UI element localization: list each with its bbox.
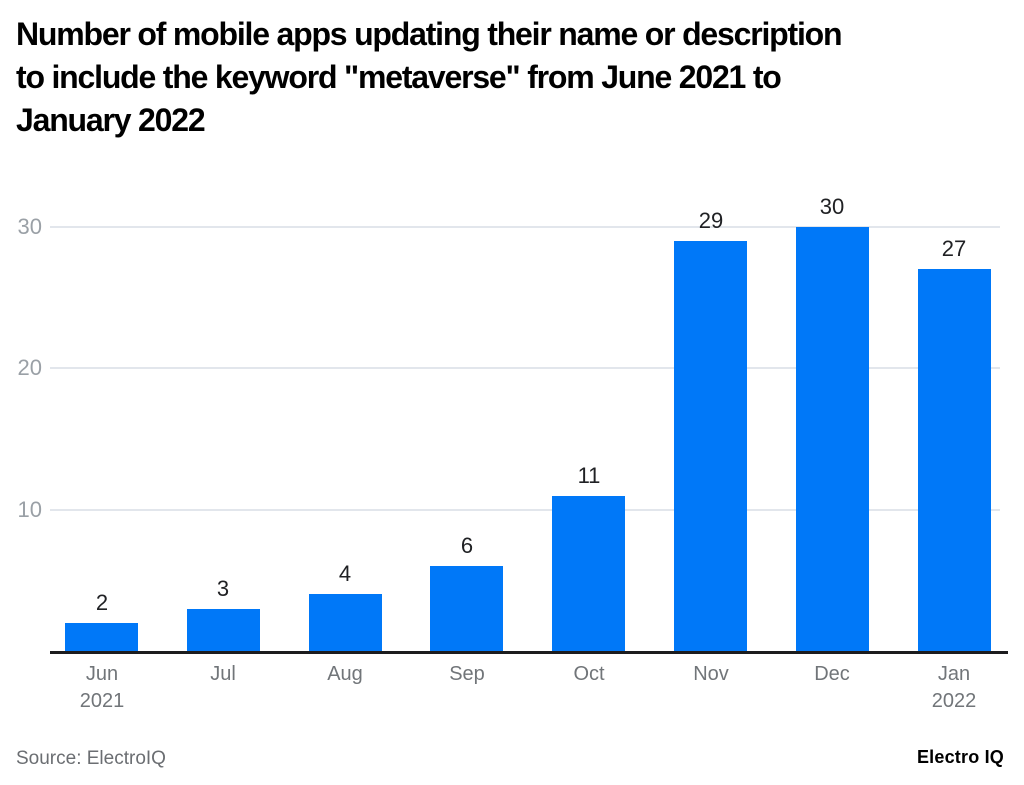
gridline-30 [50,226,1000,228]
value-label-oct: 11 [577,463,601,488]
x-axis-label-jul: Jul [161,661,285,688]
bar-oct [552,496,625,651]
x-axis-label-line: Nov [693,663,729,685]
value-label-sep: 6 [460,533,474,558]
x-axis-label-line: Jan [937,663,971,685]
chart-title: Number of mobile apps updating their nam… [16,16,843,138]
x-axis-label-jun-2021: Jun 2021 [40,661,164,715]
source-note: Source: ElectroIQ [16,748,166,769]
gridline-20 [50,367,1000,369]
electro-iq-logo: Electro IQ [916,747,1004,767]
bar-dec [796,227,869,651]
bar-jan-2022 [918,269,991,651]
x-axis-label-line: Oct [573,663,605,685]
x-axis-label-oct: Oct [527,661,651,688]
bar-nov [674,241,747,651]
y-axis-label-20: 20 [17,355,42,380]
value-label-dec: 30 [819,194,845,219]
bar-sep [430,566,503,651]
y-axis-label-10: 10 [17,497,42,522]
x-axis-label-nov: Nov [649,661,773,688]
x-axis-label-line: 2022 [931,690,977,712]
value-label-jun-2021: 2 [95,590,109,615]
value-label-aug: 4 [338,561,352,586]
bar-aug [309,594,382,651]
x-axis-label-line: Dec [814,663,850,685]
x-axis-label-line: Sep [449,663,485,685]
value-label-jan-2022: 27 [941,236,967,261]
x-axis-label-jan-2022: Jan 2022 [892,661,1016,715]
value-label-jul: 3 [216,576,230,601]
x-axis-label-line: Aug [327,663,363,685]
value-label-nov: 29 [698,208,724,233]
x-axis-label-line: 2021 [79,690,125,712]
x-axis-label-aug: Aug [283,661,407,688]
x-axis-label-sep: Sep [405,661,529,688]
y-axis-label-30: 30 [17,214,42,239]
x-axis-label-dec: Dec [770,661,894,688]
x-axis-line [50,651,1008,654]
bar-jul [187,609,260,651]
x-axis-label-line: Jul [210,663,236,685]
x-axis-label-line: Jun [85,663,119,685]
bar-jun-2021 [65,623,138,651]
gridline-10 [50,509,1000,511]
